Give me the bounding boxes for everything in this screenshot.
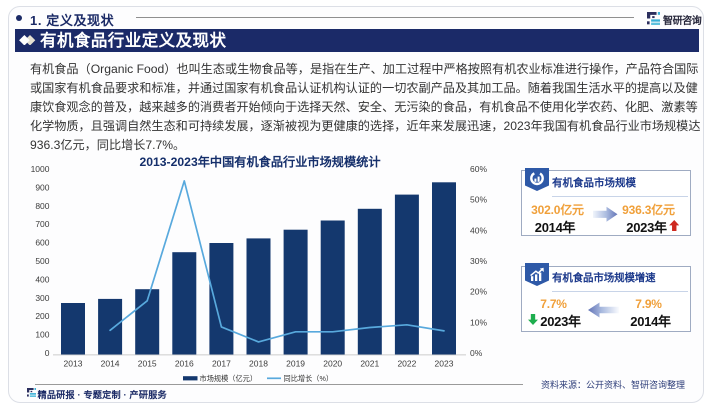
svg-text:2023: 2023	[435, 359, 454, 369]
svg-text:600: 600	[35, 238, 49, 248]
svg-text:10%: 10%	[470, 317, 487, 327]
svg-text:2014: 2014	[101, 359, 120, 369]
svg-text:2015: 2015	[138, 359, 157, 369]
svg-text:2022: 2022	[397, 359, 416, 369]
svg-text:0%: 0%	[470, 348, 483, 358]
svg-text:1000: 1000	[31, 164, 50, 174]
svg-text:同比增长（%）: 同比增长（%）	[284, 374, 334, 383]
svg-text:100: 100	[35, 330, 49, 340]
svg-text:2019: 2019	[286, 359, 305, 369]
svg-text:500: 500	[35, 256, 49, 266]
svg-text:700: 700	[35, 219, 49, 229]
svg-text:30%: 30%	[470, 256, 487, 266]
svg-text:60%: 60%	[470, 164, 487, 174]
svg-text:50%: 50%	[470, 195, 487, 205]
svg-text:200: 200	[35, 311, 49, 321]
svg-text:市场规模（亿元）: 市场规模（亿元）	[200, 374, 258, 383]
svg-text:2020: 2020	[323, 359, 342, 369]
svg-text:2013: 2013	[64, 359, 83, 369]
svg-text:2017: 2017	[212, 359, 231, 369]
svg-text:400: 400	[35, 274, 49, 284]
svg-text:800: 800	[35, 201, 49, 211]
svg-text:0: 0	[45, 348, 50, 358]
svg-text:2016: 2016	[175, 359, 194, 369]
svg-text:2018: 2018	[249, 359, 268, 369]
svg-text:2021: 2021	[360, 359, 379, 369]
svg-text:900: 900	[35, 182, 49, 192]
svg-text:40%: 40%	[470, 225, 487, 235]
svg-text:300: 300	[35, 293, 49, 303]
svg-text:20%: 20%	[470, 287, 487, 297]
